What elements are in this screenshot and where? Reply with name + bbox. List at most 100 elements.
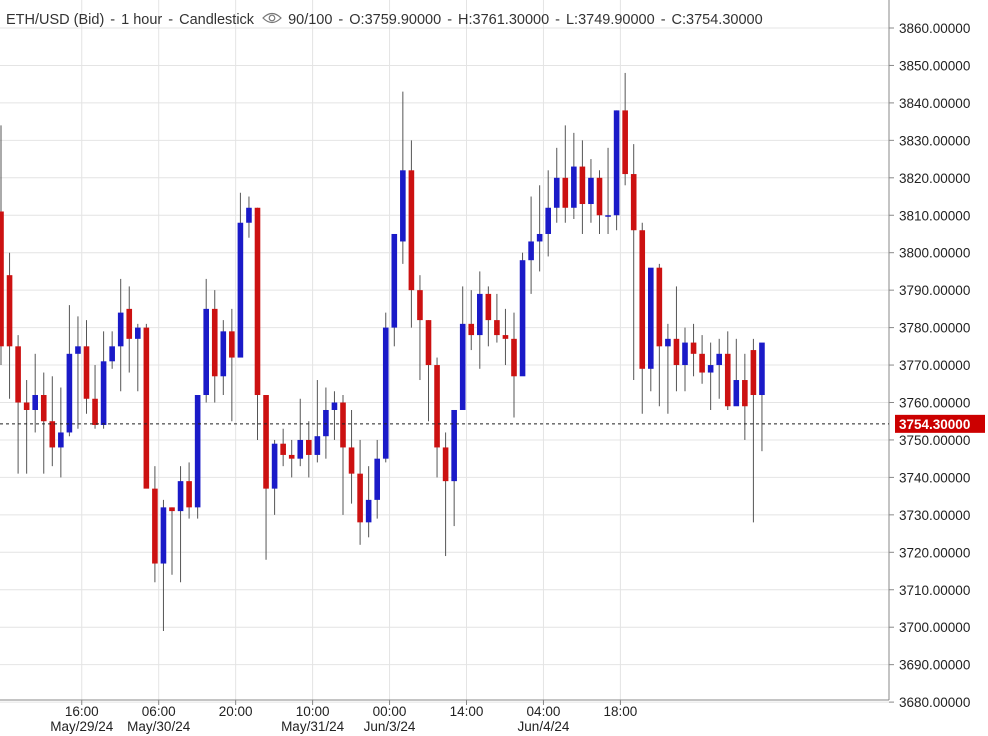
candle-body xyxy=(699,353,705,373)
candle xyxy=(502,308,509,366)
y-tick-label: 3810.00000 xyxy=(899,208,970,223)
candle-body xyxy=(528,241,534,261)
x-tick-date-label: Jun/4/24 xyxy=(518,719,570,734)
y-tick-label: 3830.00000 xyxy=(899,133,970,148)
candle-body xyxy=(109,346,115,362)
candle-body xyxy=(425,320,432,366)
candle xyxy=(630,144,637,381)
candle-body xyxy=(536,233,543,242)
candle xyxy=(400,91,406,264)
candle-body xyxy=(357,473,363,523)
candle xyxy=(348,409,355,504)
candle-body xyxy=(400,170,406,242)
candle xyxy=(528,196,534,294)
candle-body xyxy=(0,211,4,347)
y-tick-label: 3710.00000 xyxy=(899,583,970,598)
x-tick-label: 20:00 xyxy=(219,704,253,719)
candle-body xyxy=(152,488,158,564)
candle-body xyxy=(682,342,688,366)
header-symbol: ETH/USD (Bid) xyxy=(6,12,105,28)
y-tick-label: 3730.00000 xyxy=(899,508,970,523)
candle xyxy=(49,376,56,467)
candle-body xyxy=(562,177,569,208)
candle xyxy=(417,275,423,381)
last-price-box xyxy=(895,414,985,433)
candle xyxy=(605,147,611,234)
candle xyxy=(40,372,47,474)
y-tick-label: 3850.00000 xyxy=(899,58,970,73)
candle xyxy=(288,439,295,478)
candle-body xyxy=(382,327,389,459)
candle-body xyxy=(545,207,551,234)
chart-header: ETH/USD (Bid) - 1 hour - Candlestick 90/… xyxy=(6,12,763,28)
candle xyxy=(425,320,432,422)
candle xyxy=(588,159,594,223)
candle xyxy=(408,140,415,328)
y-tick-label: 3820.00000 xyxy=(899,171,970,186)
candle xyxy=(357,439,363,545)
candle xyxy=(639,222,646,414)
candle xyxy=(58,387,64,478)
candle-body xyxy=(374,458,380,500)
candle-body xyxy=(263,395,269,489)
header-low: L:3749.90000 xyxy=(565,12,655,28)
candle xyxy=(100,331,107,429)
candle xyxy=(434,357,440,478)
candle-body xyxy=(220,331,227,377)
candle xyxy=(545,170,551,257)
candle-body xyxy=(451,409,457,482)
candle xyxy=(246,196,252,238)
candle xyxy=(459,286,466,410)
candle-body xyxy=(588,177,594,205)
candle xyxy=(673,286,680,392)
candle-body xyxy=(477,293,483,336)
y-tick-label: 3760.00000 xyxy=(899,396,970,411)
candle xyxy=(15,335,21,474)
candle-body xyxy=(639,230,646,369)
y-tick-label: 3690.00000 xyxy=(899,658,970,673)
header-separator: - xyxy=(168,12,174,28)
candle xyxy=(314,380,321,463)
candle-body xyxy=(177,481,184,512)
candle-body xyxy=(314,436,321,455)
candle-body xyxy=(459,323,466,410)
candle xyxy=(553,147,560,223)
y-tick-label: 3800.00000 xyxy=(899,246,970,261)
candle-body xyxy=(331,402,338,410)
candle xyxy=(117,278,124,392)
candle-body xyxy=(6,275,13,347)
candle-body xyxy=(246,207,252,223)
candle-body xyxy=(203,308,209,396)
candle-body xyxy=(15,346,21,403)
candle xyxy=(211,290,218,403)
x-tick-date-label: May/30/24 xyxy=(127,719,191,734)
candle xyxy=(596,170,603,234)
y-tick-label: 3720.00000 xyxy=(899,545,970,560)
candle-body xyxy=(23,402,30,410)
eye-icon[interactable] xyxy=(262,12,282,28)
candle-body xyxy=(750,350,757,396)
candle-body xyxy=(485,293,492,321)
candle xyxy=(451,409,457,527)
candle xyxy=(485,286,492,347)
candle-body xyxy=(656,267,663,347)
candle-body xyxy=(579,166,586,205)
y-tick-label: 3740.00000 xyxy=(899,470,970,485)
candle-body xyxy=(648,267,654,369)
candle xyxy=(177,466,184,583)
candle xyxy=(6,252,13,399)
candle-body xyxy=(391,233,398,328)
candle xyxy=(331,391,338,440)
candle-body xyxy=(83,346,90,399)
candle-body xyxy=(297,439,304,459)
y-tick-label: 3700.00000 xyxy=(899,620,970,635)
candle-body xyxy=(665,338,671,347)
header-count: 90/100 xyxy=(288,12,333,28)
candle xyxy=(237,192,244,358)
x-tick-date-label: May/31/24 xyxy=(281,719,345,734)
candle xyxy=(742,353,748,440)
candle-body xyxy=(135,327,141,339)
candle xyxy=(229,308,235,422)
